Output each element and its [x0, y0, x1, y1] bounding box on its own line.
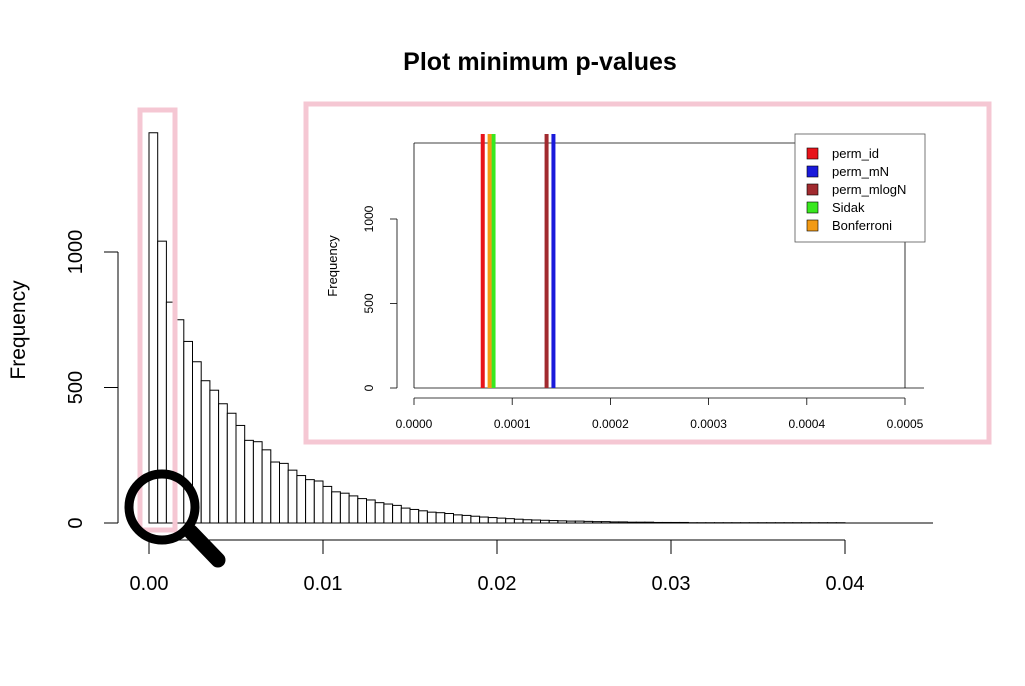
histogram-bar — [226, 412, 237, 524]
histogram-bar — [513, 518, 524, 524]
inset-y-tick-label: 500 — [362, 293, 376, 313]
y-tick-label: 500 — [65, 371, 87, 404]
inset-x-tick-label: 0.0004 — [788, 417, 825, 431]
inset-y-axis-label: Frequency — [325, 235, 340, 297]
histogram-bars — [148, 132, 846, 524]
inset-x-tick-label: 0.0002 — [592, 417, 629, 431]
histogram-bar — [209, 389, 220, 524]
x-tick-label: 0.00 — [130, 573, 169, 595]
histogram-bar — [357, 498, 367, 524]
histogram-bar — [392, 504, 402, 524]
legend-label: Bonferroni — [832, 218, 892, 233]
histogram-bar — [348, 495, 359, 524]
x-axis: 0.00 0.01 0.02 0.03 0.04 — [130, 522, 933, 595]
histogram-bar — [235, 424, 246, 524]
zoom-inset-chart: 0 500 1000 Frequency 0.0000 0.0001 0.0002 0.000… — [325, 133, 926, 431]
x-tick-label: 0.04 — [826, 573, 865, 595]
legend-swatch — [806, 147, 819, 160]
inset-x-tick-label: 0.0001 — [494, 417, 531, 431]
legend-label: perm_id — [832, 146, 879, 161]
y-tick-label: 1000 — [65, 230, 87, 275]
histogram-bar — [426, 511, 437, 524]
histogram-bar — [157, 240, 167, 524]
inset-x-tick-label: 0.0003 — [690, 417, 727, 431]
histogram-bar — [453, 514, 463, 524]
histogram-bar — [279, 462, 289, 524]
legend-swatch — [806, 165, 819, 178]
legend-label: Sidak — [832, 200, 865, 215]
histogram-bar — [374, 502, 385, 524]
legend-label: perm_mlogN — [832, 182, 906, 197]
inset-y-tick-label: 0 — [362, 384, 376, 391]
legend-swatch — [806, 201, 819, 214]
histogram-bar — [339, 492, 350, 524]
legend-swatch — [806, 219, 819, 232]
histogram-bar — [444, 513, 454, 524]
histogram-bar — [218, 403, 228, 524]
chart-title: Plot minimum p-values — [403, 48, 677, 76]
magnifier-icon — [124, 469, 226, 568]
histogram-bar — [470, 515, 481, 524]
x-tick-label: 0.01 — [304, 573, 343, 595]
histogram-bar — [435, 512, 446, 524]
histogram-bar — [252, 441, 263, 524]
histogram-bar — [270, 461, 280, 524]
highlight-box-bins — [137, 107, 178, 533]
histogram-bar — [261, 449, 272, 524]
histogram-bar — [461, 514, 472, 524]
y-tick-label: 0 — [65, 517, 87, 528]
histogram-bar — [383, 503, 394, 524]
histogram-bar — [200, 380, 211, 524]
x-tick-label: 0.03 — [652, 573, 691, 595]
histogram-bar — [487, 517, 498, 524]
histogram-bar — [244, 439, 254, 524]
histogram-bar — [479, 516, 489, 524]
x-tick-label: 0.02 — [478, 573, 517, 595]
legend-swatch — [806, 183, 819, 196]
histogram-bar — [418, 510, 428, 524]
histogram-bar — [331, 491, 341, 524]
histogram-bar — [313, 480, 324, 524]
histogram-bar — [148, 132, 159, 524]
y-axis-label: Frequency — [7, 280, 30, 380]
inset-y-tick-label: 1000 — [362, 205, 376, 232]
histogram-bar — [287, 469, 298, 524]
histogram-bar — [296, 475, 307, 524]
histogram-bar — [496, 517, 507, 524]
histogram-bar — [322, 485, 333, 524]
histogram-bar — [400, 507, 411, 524]
histogram-bar — [305, 479, 315, 524]
histogram-bar — [505, 518, 515, 524]
inset-x-tick-label: 0.0005 — [887, 417, 924, 431]
y-axis: 0 500 1000 — [65, 230, 119, 529]
histogram-bar — [366, 499, 376, 524]
inset-x-tick-label: 0.0000 — [396, 417, 433, 431]
inset-legend: perm_id perm_mN perm_mlogN Sidak Bonferroni — [794, 133, 926, 243]
legend-label: perm_mN — [832, 164, 889, 179]
histogram-bar — [409, 508, 420, 524]
